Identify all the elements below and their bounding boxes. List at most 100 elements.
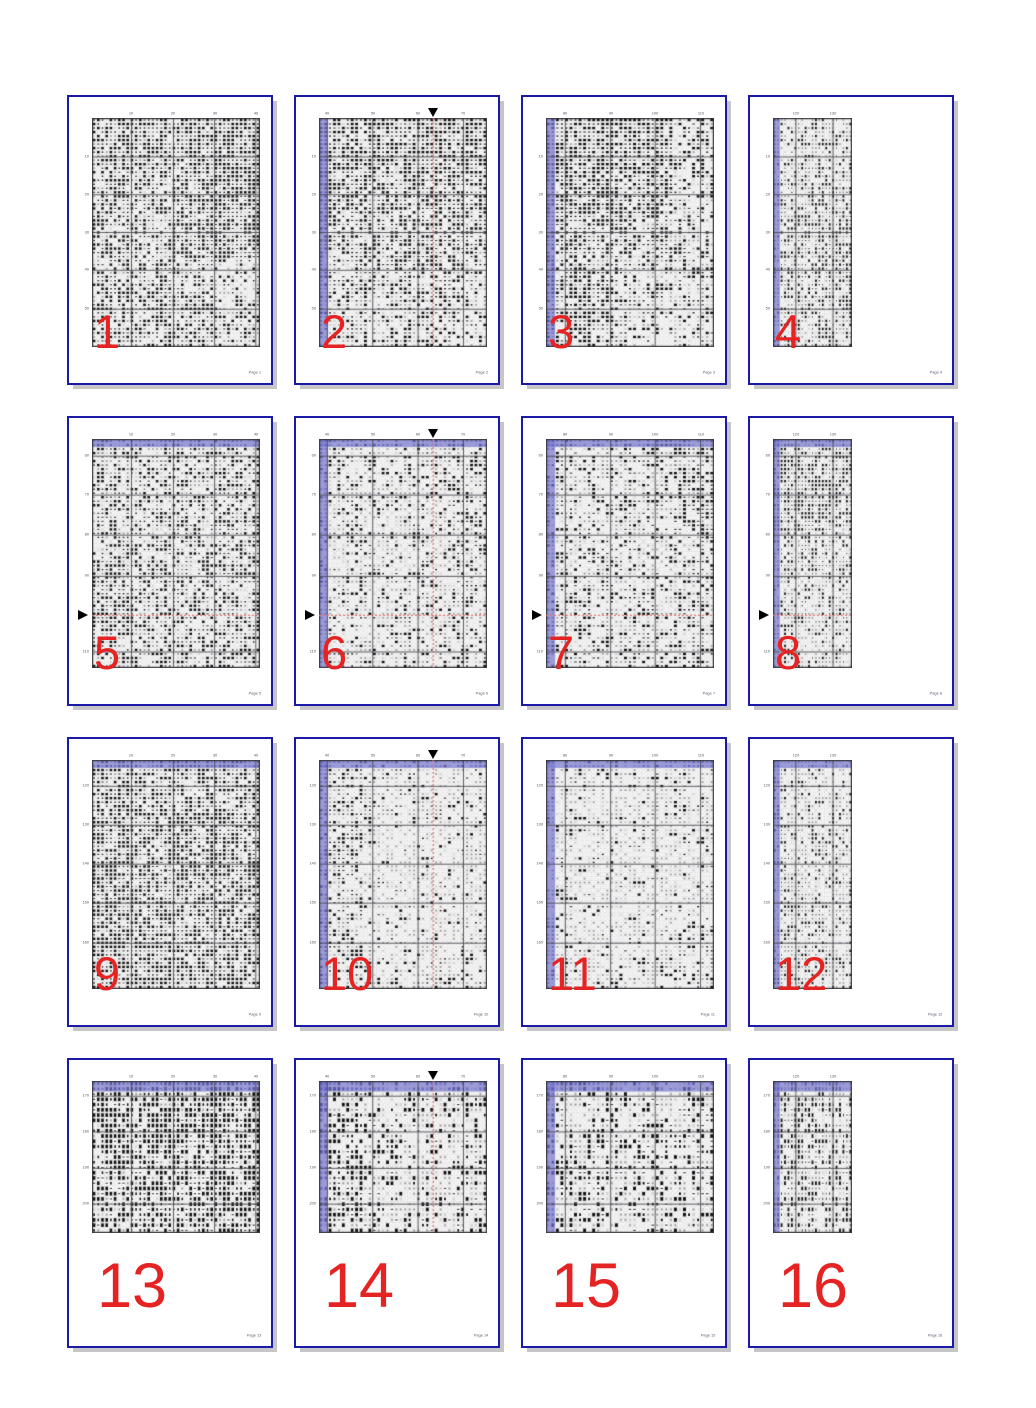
center-row-marker-icon <box>759 610 769 621</box>
page-order-number: 14 <box>324 1251 395 1321</box>
stitch-chart-grid <box>92 760 260 989</box>
row-number-label: 150 <box>309 901 316 906</box>
row-number-label: 40 <box>311 268 316 273</box>
column-number-label: 110 <box>697 1075 704 1079</box>
row-number-label: 60 <box>765 454 770 459</box>
center-column-marker-icon <box>428 1071 439 1080</box>
stitch-chart-grid <box>92 439 260 668</box>
column-number-label: 120 <box>792 112 800 116</box>
row-number-label: 130 <box>309 823 316 828</box>
pattern-page: 2 Page 2 40 50 60 70 10 20 30 40 50 <box>294 95 500 385</box>
column-number-label: 30 <box>212 1075 217 1079</box>
column-number-label: 10 <box>129 433 134 437</box>
column-number-label: 10 <box>129 754 134 758</box>
page-footer-label: Page 7 <box>702 692 715 696</box>
row-number-label: 30 <box>765 230 770 235</box>
column-number-label: 40 <box>325 1075 330 1079</box>
pattern-page: 9 Page 9 10 20 30 40 120 130 140 150 160 <box>67 737 273 1027</box>
row-number-label: 180 <box>82 1129 89 1134</box>
row-number-label: 170 <box>309 1094 316 1099</box>
center-row-marker-icon <box>532 610 542 621</box>
row-number-label: 180 <box>309 1129 316 1134</box>
column-number-label: 40 <box>253 754 258 758</box>
page-footer-label: Page 5 <box>248 692 261 696</box>
column-number-label: 40 <box>253 112 258 116</box>
row-number-label: 140 <box>536 862 543 867</box>
row-number-label: 10 <box>84 154 89 159</box>
column-number-label: 60 <box>415 433 421 437</box>
column-number-label: 90 <box>608 433 613 437</box>
pattern-page: 4 Page 4 120 130 10 20 30 40 50 <box>748 95 954 385</box>
stitch-chart-grid <box>319 760 487 989</box>
column-number-label: 120 <box>792 1075 800 1079</box>
row-number-label: 110 <box>536 650 543 654</box>
page-footer-label: Page 8 <box>929 692 942 696</box>
row-number-label: 50 <box>84 307 89 312</box>
row-number-label: 170 <box>82 1094 89 1099</box>
column-number-label: 80 <box>563 754 568 758</box>
column-number-label: 30 <box>212 112 217 116</box>
row-number-label: 50 <box>538 307 543 312</box>
pattern-page: 15 Page 15 80 90 100 110 170 180 190 200 <box>521 1058 727 1348</box>
row-number-label: 190 <box>309 1166 316 1171</box>
stitch-chart-grid <box>546 1081 714 1233</box>
page-order-number: 5 <box>94 625 121 679</box>
column-number-label: 130 <box>829 754 837 758</box>
row-number-label: 80 <box>765 533 770 538</box>
pattern-page: 7 Page 7 80 90 100 110 60 70 80 90 110 <box>521 416 727 706</box>
stitch-chart-grid <box>319 439 487 668</box>
column-number-label: 110 <box>697 112 704 116</box>
row-number-label: 110 <box>82 650 89 654</box>
pattern-page: 6 Page 6 40 50 60 70 60 70 80 90 110 <box>294 416 500 706</box>
row-number-label: 160 <box>536 941 543 946</box>
row-number-label: 90 <box>311 574 316 579</box>
row-number-label: 70 <box>538 493 543 498</box>
column-number-label: 80 <box>563 433 568 437</box>
column-number-label: 90 <box>608 112 613 116</box>
column-number-label: 90 <box>608 754 613 758</box>
center-column-marker-icon <box>428 750 439 759</box>
column-number-label: 20 <box>171 1075 176 1079</box>
page-footer-label: Page 15 <box>700 1334 715 1338</box>
center-row-marker-icon <box>78 610 88 621</box>
row-number-label: 60 <box>84 454 89 459</box>
column-number-label: 60 <box>415 112 421 116</box>
stitch-chart-grid <box>546 118 714 347</box>
column-number-label: 40 <box>253 433 258 437</box>
column-number-label: 60 <box>415 754 421 758</box>
stitch-chart-grid <box>773 118 852 347</box>
column-number-label: 130 <box>829 433 837 437</box>
stitch-chart-grid <box>319 118 487 347</box>
column-number-label: 10 <box>129 112 134 116</box>
row-number-label: 30 <box>311 230 316 235</box>
page-order-number: 12 <box>775 946 828 1000</box>
row-number-label: 110 <box>309 650 316 654</box>
column-number-label: 50 <box>370 112 375 116</box>
column-number-label: 40 <box>325 433 330 437</box>
row-number-label: 80 <box>538 533 543 538</box>
row-number-label: 50 <box>765 307 770 312</box>
page-order-number: 7 <box>548 625 575 679</box>
column-number-label: 80 <box>563 1075 568 1079</box>
row-number-label: 30 <box>84 230 89 235</box>
pattern-page: 13 Page 13 10 20 30 40 170 180 190 200 <box>67 1058 273 1348</box>
stitch-chart-grid <box>92 1081 260 1233</box>
row-number-label: 190 <box>82 1166 89 1171</box>
row-number-label: 120 <box>763 784 770 789</box>
row-number-label: 10 <box>311 154 316 159</box>
row-number-label: 140 <box>82 862 89 867</box>
page-order-number: 11 <box>548 946 597 1000</box>
row-number-label: 40 <box>84 268 89 273</box>
column-number-label: 100 <box>651 112 659 116</box>
column-number-label: 70 <box>461 1075 466 1079</box>
stitch-chart-grid <box>773 760 852 989</box>
row-number-label: 200 <box>763 1202 770 1207</box>
row-number-label: 30 <box>538 230 543 235</box>
pattern-page: 14 Page 14 40 50 60 70 170 180 190 200 <box>294 1058 500 1348</box>
stitch-chart-grid <box>773 439 852 668</box>
row-number-label: 200 <box>309 1202 316 1207</box>
column-number-label: 100 <box>651 433 659 437</box>
column-number-label: 20 <box>171 433 176 437</box>
column-number-label: 90 <box>608 1075 613 1079</box>
page-footer-label: Page 4 <box>929 371 942 375</box>
